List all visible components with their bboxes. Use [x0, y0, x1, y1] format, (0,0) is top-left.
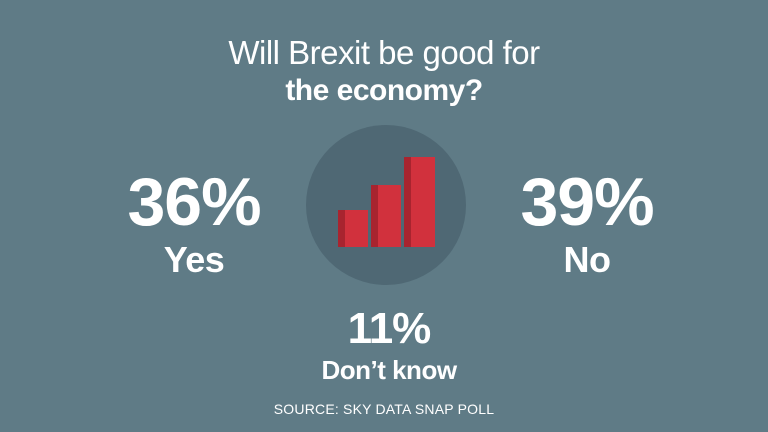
emblem-bar-3 — [411, 157, 435, 247]
stat-no: 39% No — [497, 168, 677, 278]
emblem-bar-2 — [378, 185, 401, 247]
emblem-bar-shade-3 — [404, 157, 411, 247]
stat-yes-label: Yes — [163, 239, 225, 280]
stat-yes-value: 36% — [127, 164, 261, 240]
stat-no-value: 39% — [520, 164, 654, 240]
emblem-bar-shade-1 — [338, 210, 345, 247]
emblem-bar-1 — [345, 210, 368, 247]
emblem-bar-shade-2 — [371, 185, 378, 247]
title-line-2: the economy? — [285, 74, 483, 107]
emblem-bars — [338, 157, 435, 247]
source-note: SOURCE: SKY DATA SNAP POLL — [273, 401, 495, 417]
stat-dont-know: 11% Don’t know — [294, 304, 484, 385]
stat-no-label: No — [563, 239, 612, 280]
stat-dont-know-value: 11% — [347, 304, 432, 353]
stat-yes: 36% Yes — [104, 168, 284, 278]
title-line-1: Will Brexit be good for — [228, 34, 540, 71]
stat-dont-know-label: Don’t know — [321, 355, 457, 385]
bar-chart-icon — [306, 125, 466, 285]
